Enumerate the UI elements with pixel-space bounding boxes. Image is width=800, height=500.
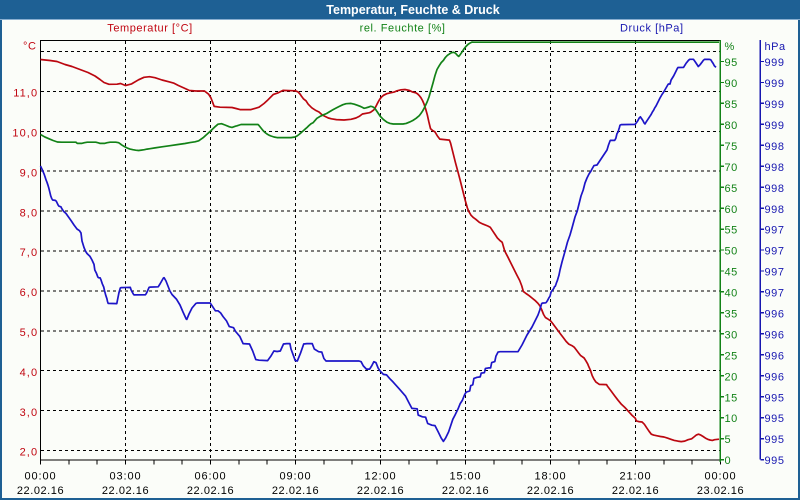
svg-text:03:00: 03:00 (109, 471, 141, 483)
svg-text:09:00: 09:00 (279, 471, 311, 483)
svg-text:996: 996 (765, 350, 785, 362)
svg-text:18:00: 18:00 (534, 471, 566, 483)
svg-text:22.02.16: 22.02.16 (357, 485, 404, 497)
svg-text:8,0: 8,0 (20, 207, 39, 219)
svg-text:Druck [hPa]: Druck [hPa] (620, 23, 684, 35)
svg-text:997: 997 (765, 246, 785, 258)
svg-text:996: 996 (765, 371, 785, 383)
svg-text:12:00: 12:00 (364, 471, 396, 483)
svg-text:995: 995 (765, 413, 785, 425)
svg-text:75: 75 (725, 141, 738, 153)
svg-text:80: 80 (725, 120, 738, 132)
svg-text:°C: °C (23, 41, 36, 53)
svg-text:7,0: 7,0 (20, 247, 39, 259)
svg-text:998: 998 (765, 141, 785, 153)
svg-text:15:00: 15:00 (449, 471, 481, 483)
svg-text:22.02.16: 22.02.16 (187, 485, 234, 497)
svg-text:5,0: 5,0 (20, 327, 39, 339)
svg-text:997: 997 (765, 267, 785, 279)
svg-text:55: 55 (725, 225, 738, 237)
svg-text:22.02.16: 22.02.16 (17, 485, 64, 497)
svg-text:22.02.16: 22.02.16 (102, 485, 149, 497)
svg-text:995: 995 (765, 392, 785, 404)
svg-text:85: 85 (725, 99, 738, 111)
svg-text:22.02.16: 22.02.16 (612, 485, 659, 497)
svg-text:996: 996 (765, 329, 785, 341)
svg-text:999: 999 (765, 120, 785, 132)
svg-text:999: 999 (765, 78, 785, 90)
svg-text:5: 5 (725, 434, 732, 446)
svg-text:995: 995 (765, 455, 785, 467)
svg-text:22.02.16: 22.02.16 (442, 485, 489, 497)
svg-text:22.02.16: 22.02.16 (527, 485, 574, 497)
svg-text:3,0: 3,0 (20, 407, 39, 419)
svg-text:997: 997 (765, 288, 785, 300)
svg-text:23.02.16: 23.02.16 (697, 485, 744, 497)
svg-text:0: 0 (725, 455, 732, 467)
svg-text:6,0: 6,0 (20, 287, 39, 299)
svg-text:22.02.16: 22.02.16 (272, 485, 319, 497)
svg-text:rel. Feuchte [%]: rel. Feuchte [%] (360, 23, 446, 35)
svg-text:06:00: 06:00 (194, 471, 226, 483)
svg-text:20: 20 (725, 371, 738, 383)
svg-text:2,0: 2,0 (20, 447, 39, 459)
svg-text:00:00: 00:00 (704, 471, 736, 483)
svg-text:998: 998 (765, 183, 785, 195)
svg-text:997: 997 (765, 225, 785, 237)
svg-text:Temperatur [°C]: Temperatur [°C] (107, 23, 192, 35)
svg-text:90: 90 (725, 78, 738, 90)
svg-text:15: 15 (725, 392, 738, 404)
svg-text:998: 998 (765, 162, 785, 174)
svg-text:30: 30 (725, 329, 738, 341)
svg-text:998: 998 (765, 204, 785, 216)
svg-text:10: 10 (725, 413, 738, 425)
svg-text:4,0: 4,0 (20, 367, 39, 379)
svg-text:65: 65 (725, 183, 738, 195)
svg-text:9,0: 9,0 (20, 167, 39, 179)
svg-text:35: 35 (725, 309, 738, 321)
svg-text:996: 996 (765, 309, 785, 321)
svg-text:60: 60 (725, 204, 738, 216)
svg-text:40: 40 (725, 288, 738, 300)
svg-text:%: % (725, 41, 735, 53)
svg-text:999: 999 (765, 57, 785, 69)
svg-text:11,0: 11,0 (13, 88, 38, 100)
svg-text:00:00: 00:00 (24, 471, 56, 483)
svg-text:95: 95 (725, 57, 738, 69)
svg-text:hPa: hPa (765, 41, 787, 53)
svg-text:995: 995 (765, 434, 785, 446)
svg-text:999: 999 (765, 99, 785, 111)
svg-text:45: 45 (725, 267, 738, 279)
svg-text:70: 70 (725, 162, 738, 174)
svg-text:10,0: 10,0 (12, 128, 38, 140)
svg-text:25: 25 (725, 350, 738, 362)
svg-text:50: 50 (725, 246, 738, 258)
svg-text:21:00: 21:00 (619, 471, 651, 483)
